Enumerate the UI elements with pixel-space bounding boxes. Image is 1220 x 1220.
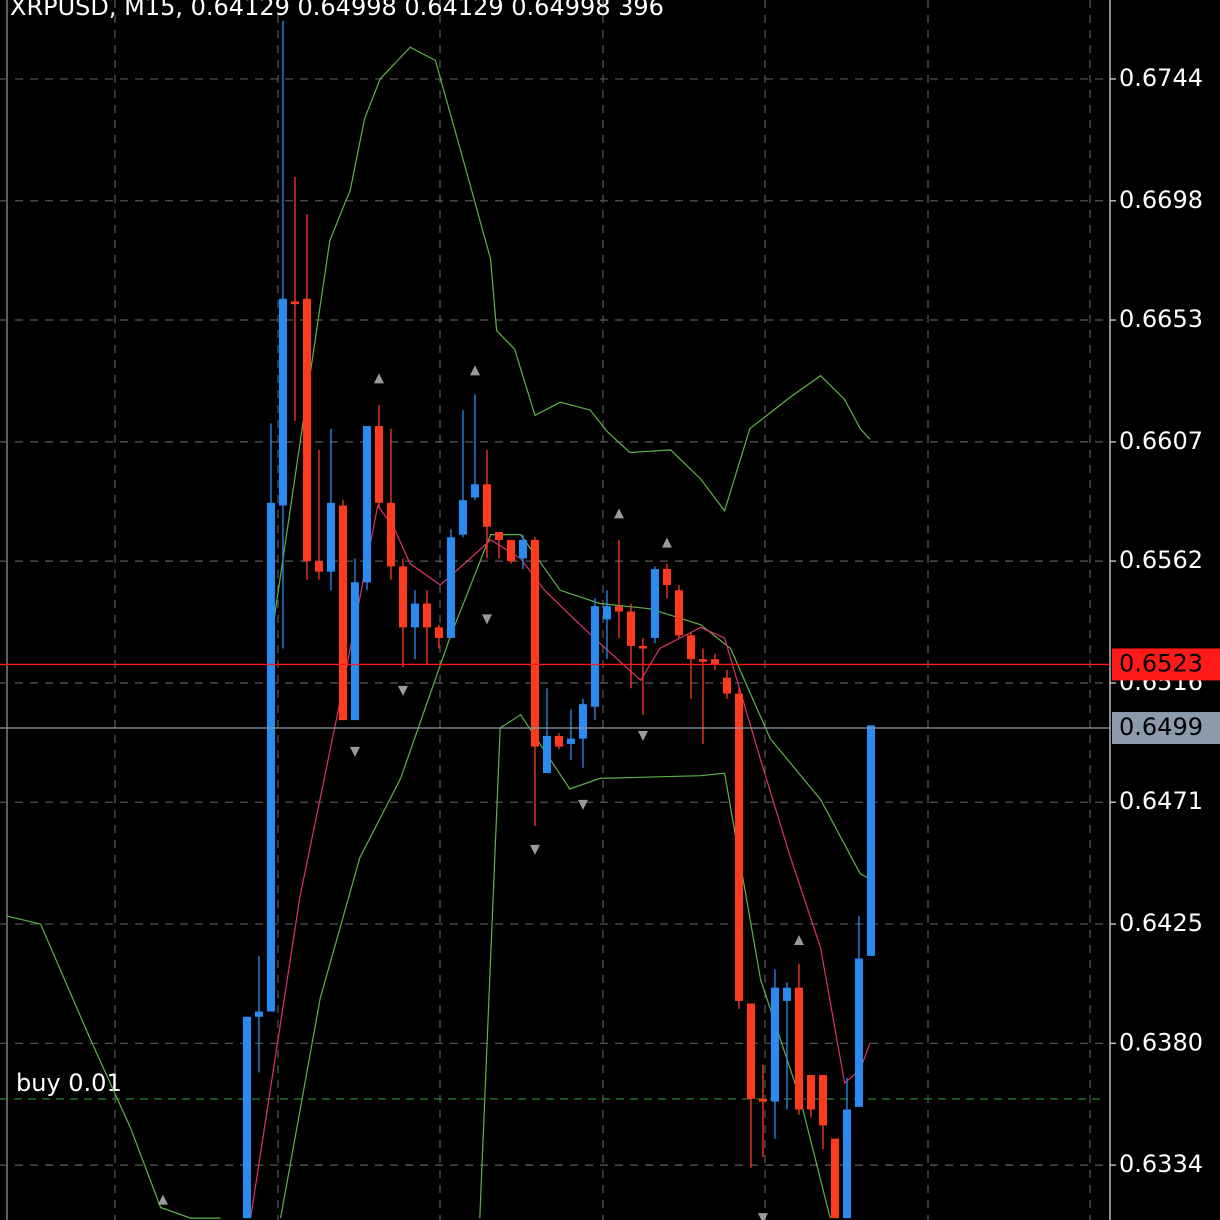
candle-body xyxy=(506,539,515,562)
candle-body xyxy=(806,1075,815,1110)
indicator-line xyxy=(280,534,871,1219)
fractal-up xyxy=(373,373,384,384)
y-tick-label: 0.6607 xyxy=(1119,427,1203,455)
candle-body xyxy=(866,725,875,956)
fractal-down xyxy=(577,799,588,810)
fractal-up xyxy=(793,934,804,945)
candle-body xyxy=(626,611,635,646)
candle-body xyxy=(662,569,671,585)
candle-body xyxy=(830,1138,839,1219)
candle-body xyxy=(638,645,647,649)
candle-body xyxy=(710,659,719,665)
candles xyxy=(242,20,875,1219)
candle-body xyxy=(770,987,779,1102)
candle-body xyxy=(542,735,551,774)
fractal-up xyxy=(613,508,624,519)
y-tick-label: 0.6380 xyxy=(1119,1028,1203,1056)
candle-body xyxy=(686,635,695,660)
fractal-down xyxy=(637,730,648,741)
fractal-down xyxy=(349,746,360,757)
price-tag xyxy=(1112,712,1220,745)
candle-body xyxy=(578,704,587,739)
candle-body xyxy=(446,537,455,638)
candle-body xyxy=(698,659,707,662)
candle-body xyxy=(554,735,563,747)
y-tick-label: 0.6471 xyxy=(1119,787,1203,815)
fractal-down xyxy=(481,614,492,625)
candle-body xyxy=(314,561,323,572)
candle-body xyxy=(266,502,275,1012)
y-tick-label: 0.6334 xyxy=(1119,1150,1203,1178)
candle-body xyxy=(794,987,803,1110)
y-tick-label: 0.6744 xyxy=(1119,64,1203,92)
candle-body xyxy=(242,1016,251,1219)
candle-body xyxy=(338,505,347,721)
candle-body xyxy=(374,426,383,503)
price-tag-label: 0.6523 xyxy=(1119,649,1203,677)
fractal-up xyxy=(661,537,672,548)
y-tick-label: 0.6425 xyxy=(1119,909,1203,937)
candle-body xyxy=(290,301,299,305)
candle-body xyxy=(422,603,431,628)
candle-body xyxy=(530,539,539,747)
candle-body xyxy=(590,606,599,707)
candle-body xyxy=(602,606,611,620)
candle-body xyxy=(674,590,683,636)
candle-body xyxy=(302,298,311,562)
indicators xyxy=(6,46,871,1219)
candle-body xyxy=(614,606,623,612)
candle-body xyxy=(818,1075,827,1126)
chart-title: XRPUSD, M15, 0.64129 0.64998 0.64129 0.6… xyxy=(10,0,664,21)
y-tick-label: 0.6698 xyxy=(1119,186,1203,214)
candle-body xyxy=(494,531,503,540)
candle-body xyxy=(398,566,407,628)
candle-body xyxy=(650,569,659,638)
candle-body xyxy=(566,738,575,744)
fractal-down xyxy=(397,685,408,696)
order-label: buy 0.01 xyxy=(16,1069,122,1097)
candle-body xyxy=(254,1011,263,1017)
candle-body xyxy=(470,484,479,498)
candle-body xyxy=(782,987,791,1001)
candle-body xyxy=(722,677,731,694)
candle-body xyxy=(362,426,371,583)
price-tag-label: 0.6499 xyxy=(1119,713,1203,741)
candle-body xyxy=(482,484,491,527)
candle-body xyxy=(410,603,419,628)
candle-body xyxy=(758,1098,767,1102)
fractal-down xyxy=(529,844,540,855)
fractal-down xyxy=(757,1213,768,1220)
candle-body xyxy=(746,1003,755,1099)
candle-body xyxy=(434,627,443,638)
candle-body xyxy=(350,582,359,721)
fractal-up xyxy=(469,365,480,376)
price-tag xyxy=(1112,648,1220,681)
indicator-line xyxy=(6,713,831,1219)
candle-body xyxy=(458,500,467,535)
candle-body xyxy=(326,502,335,572)
y-tick-label: 0.6562 xyxy=(1119,546,1203,574)
indicator-line xyxy=(269,46,871,649)
candle-body xyxy=(734,693,743,1001)
candle-body xyxy=(854,958,863,1107)
candle-body xyxy=(842,1109,851,1219)
indicator-line xyxy=(250,504,871,1219)
fractal-up xyxy=(157,1194,168,1205)
candle-body xyxy=(386,502,395,567)
y-tick-label: 0.6653 xyxy=(1119,305,1203,333)
candle-body xyxy=(518,539,527,559)
candle-body xyxy=(278,298,287,506)
